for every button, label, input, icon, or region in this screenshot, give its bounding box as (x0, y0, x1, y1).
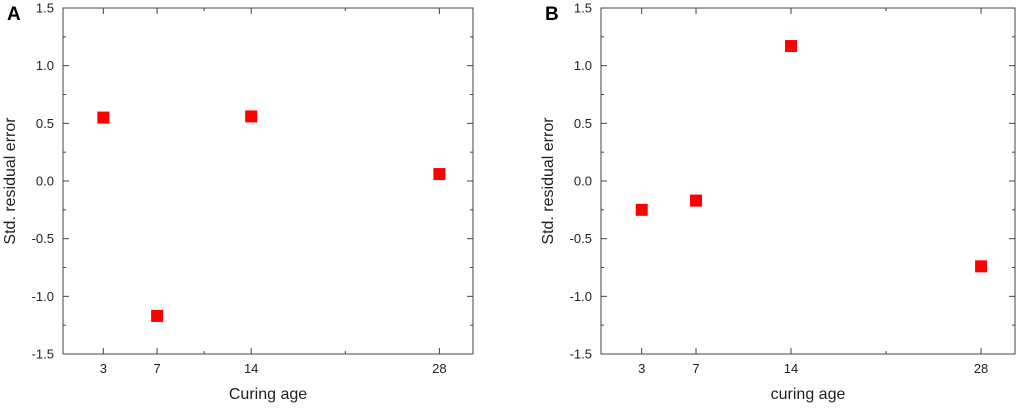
panel-b-plot-frame (600, 7, 1016, 355)
panel-b-y-tick-label: -0.5 (570, 231, 592, 246)
panel-b-x-tick-label: 14 (784, 361, 798, 376)
panel-a-x-tick-label: 28 (432, 361, 446, 376)
panel-a-y-tick-label: -1.0 (32, 289, 54, 304)
panel-a-y-tick-label: 1.0 (36, 58, 54, 73)
panel-a-x-tick-label: 7 (153, 361, 160, 376)
panel-b-x-axis-label: curing age (771, 386, 846, 403)
panel-b-data-point (690, 194, 703, 207)
panel-b-x-tick-label: 7 (692, 361, 699, 376)
panel-b-data-point (635, 203, 648, 216)
panel-b-x-tick-label: 28 (974, 361, 988, 376)
panel-a-data-point (97, 111, 110, 124)
panel-b-label: B (545, 4, 559, 25)
panel-a-y-tick-label: 0.5 (36, 116, 54, 131)
panel-b: B -1.5 -1.0 -0.5 0.0 0.5 1.0 1.5 3 7 14 28 curing ag… (540, 1, 1016, 403)
panel-b-y-tick-label: 1.0 (574, 58, 592, 73)
panel-a-y-tick-label: -1.5 (32, 347, 54, 362)
panel-b-y-tick-label: 0.5 (574, 116, 592, 131)
panel-a-data-point (245, 110, 258, 123)
panel-b-y-axis-label: Std. residual error (540, 117, 557, 245)
panel-a-x-tick-label: 14 (244, 361, 258, 376)
panel-a-y-tick-label: -0.5 (32, 231, 54, 246)
panel-b-x-tick-label: 3 (638, 361, 645, 376)
panel-a-label: A (7, 4, 21, 25)
panel-b-y-tick-label: 1.5 (574, 1, 592, 16)
panel-a-x-tick-label: 3 (100, 361, 107, 376)
panel-b-data-point (785, 40, 798, 53)
panel-b-y-tick-label: -1.0 (570, 289, 592, 304)
panel-a: A -1.5 -1.0 -0.5 0.0 0.5 1.0 1.5 3 7 14 28 Curing ag… (2, 1, 474, 403)
panel-a-y-axis-label: Std. residual error (2, 117, 19, 245)
panel-a-data-point (151, 309, 164, 322)
panel-b-y-tick-label: 0.0 (574, 174, 592, 189)
panel-a-x-axis-label: Curing age (229, 386, 307, 403)
panel-a-plot-frame (62, 7, 474, 355)
panel-a-y-tick-label: 0.0 (36, 174, 54, 189)
panel-b-y-tick-label: -1.5 (570, 347, 592, 362)
panel-a-data-point (433, 168, 446, 181)
panel-b-data-point (975, 260, 988, 273)
panel-a-y-tick-label: 1.5 (36, 1, 54, 16)
